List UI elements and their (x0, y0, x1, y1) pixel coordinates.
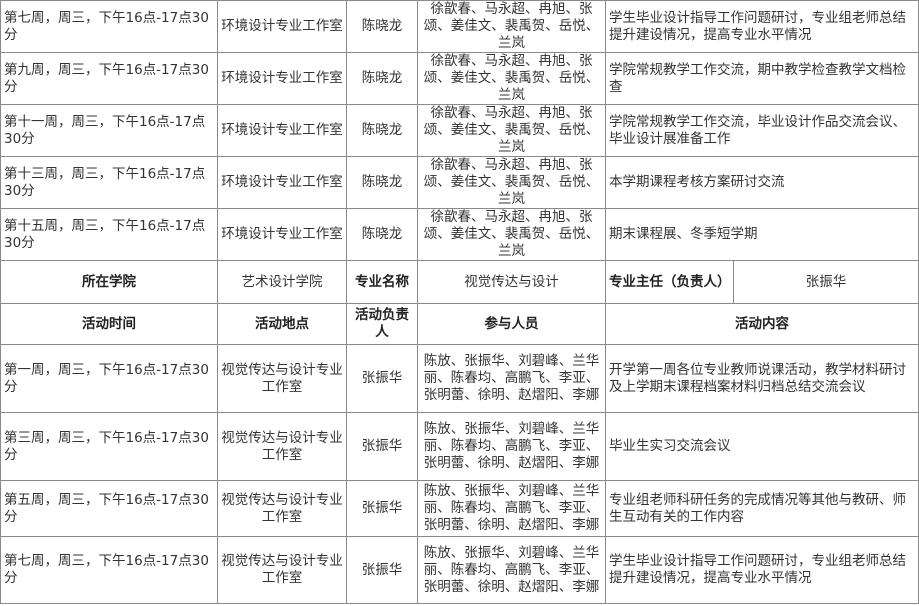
leader-cell: 陈晓龙 (346, 208, 418, 261)
content-cell: 专业组老师科研任务的完成情况等其他与教研、师生互动有关的工作内容 (605, 480, 919, 537)
college-label: 所在学院 (0, 260, 218, 304)
participants-cell: 徐歆春、马永超、冉旭、张颂、姜佳文、裴禹贺、岳悦、兰岚 (417, 208, 606, 261)
leader-cell: 张振华 (346, 480, 418, 537)
participants-cell: 徐歆春、马永超、冉旭、张颂、姜佳文、裴禹贺、岳悦、兰岚 (417, 104, 606, 157)
header-participants: 参与人员 (417, 303, 606, 345)
participants-cell: 陈放、张振华、刘碧峰、兰华丽、陈春均、高鹏飞、李亚、张明蕾、徐明、赵熠阳、李娜 (417, 480, 606, 537)
major-value: 视觉传达与设计 (417, 260, 606, 304)
content-cell: 学生毕业设计指导工作问题研讨，专业组老师总结提升建设情况，提高专业水平情况 (605, 536, 919, 604)
time-cell: 第一周，周三，下午16点-17点30分 (0, 344, 218, 413)
time-cell: 第九周，周三，下午16点-17点30分 (0, 52, 218, 105)
table-row: 第五周，周三，下午16点-17点30分 视觉传达与设计专业工作室 张振华 陈放、张振华… (0, 480, 919, 537)
table-row: 第七周，周三，下午16点-17点30分 视觉传达与设计专业工作室 张振华 陈放、张振华… (0, 536, 919, 604)
participants-cell: 陈放、张振华、刘碧峰、兰华丽、陈春均、高鹏飞、李亚、张明蕾、徐明、赵熠阳、李娜 (417, 412, 606, 481)
leader-cell: 张振华 (346, 412, 418, 481)
place-cell: 环境设计专业工作室 (217, 0, 347, 53)
table-row: 第十一周，周三，下午16点-17点30分 环境设计专业工作室 陈晓龙 徐歆春、马永超、… (0, 104, 919, 157)
time-cell: 第七周，周三，下午16点-17点30分 (0, 0, 218, 53)
table-row: 第九周，周三，下午16点-17点30分 环境设计专业工作室 陈晓龙 徐歆春、马永超、冉… (0, 52, 919, 105)
time-cell: 第十三周，周三，下午16点-17点30分 (0, 156, 218, 209)
time-cell: 第三周，周三，下午16点-17点30分 (0, 412, 218, 481)
table-row: 第一周，周三，下午16点-17点30分 视觉传达与设计专业工作室 张振华 陈放、张振华… (0, 344, 919, 413)
table-row: 第三周，周三，下午16点-17点30分 视觉传达与设计专业工作室 张振华 陈放、张振华… (0, 412, 919, 481)
place-cell: 视觉传达与设计专业工作室 (217, 412, 347, 481)
leader-cell: 张振华 (346, 536, 418, 604)
content-cell: 本学期课程考核方案研讨交流 (605, 156, 919, 209)
participants-cell: 徐歆春、马永超、冉旭、张颂、姜佳文、裴禹贺、岳悦、兰岚 (417, 156, 606, 209)
content-cell: 期末课程展、冬季短学期 (605, 208, 919, 261)
leader-cell: 陈晓龙 (346, 52, 418, 105)
participants-cell: 徐歆春、马永超、冉旭、张颂、姜佳文、裴禹贺、岳悦、兰岚 (417, 52, 606, 105)
table-row: 第十五周，周三，下午16点-17点30分 环境设计专业工作室 陈晓龙 徐歆春、马永超、… (0, 208, 919, 261)
participants-cell: 徐歆春、马永超、冉旭、张颂、姜佳文、裴禹贺、岳悦、兰岚 (417, 0, 606, 53)
leader-cell: 陈晓龙 (346, 156, 418, 209)
header-row: 活动时间 活动地点 活动负责人 参与人员 活动内容 (0, 303, 919, 345)
content-cell: 毕业生实习交流会议 (605, 412, 919, 481)
group2-body: 第一周，周三，下午16点-17点30分 视觉传达与设计专业工作室 张振华 陈放、张振华… (0, 344, 919, 604)
leader-cell: 张振华 (346, 344, 418, 413)
place-cell: 视觉传达与设计专业工作室 (217, 480, 347, 537)
time-cell: 第五周，周三，下午16点-17点30分 (0, 480, 218, 537)
leader-cell: 陈晓龙 (346, 104, 418, 157)
director-value: 张振华 (733, 260, 919, 304)
major-label: 专业名称 (346, 260, 418, 304)
content-cell: 学院常规教学工作交流，毕业设计作品交流会议、毕业设计展准备工作 (605, 104, 919, 157)
college-info-row: 所在学院 艺术设计学院 专业名称 视觉传达与设计 专业主任（负责人） 张振华 (0, 260, 919, 304)
place-cell: 环境设计专业工作室 (217, 156, 347, 209)
time-cell: 第十一周，周三，下午16点-17点30分 (0, 104, 218, 157)
place-cell: 环境设计专业工作室 (217, 104, 347, 157)
header-place: 活动地点 (217, 303, 347, 345)
content-cell: 学生毕业设计指导工作问题研讨，专业组老师总结提升建设情况，提高专业水平情况 (605, 0, 919, 53)
place-cell: 视觉传达与设计专业工作室 (217, 344, 347, 413)
header-time: 活动时间 (0, 303, 218, 345)
group1-body: 第七周，周三，下午16点-17点30分 环境设计专业工作室 陈晓龙 徐歆春、马永超、冉… (0, 0, 919, 261)
college-value: 艺术设计学院 (217, 260, 347, 304)
place-cell: 环境设计专业工作室 (217, 52, 347, 105)
header-content: 活动内容 (605, 303, 919, 345)
participants-cell: 陈放、张振华、刘碧峰、兰华丽、陈春均、高鹏飞、李亚、张明蕾、徐明、赵熠阳、李娜 (417, 536, 606, 604)
leader-cell: 陈晓龙 (346, 0, 418, 53)
content-cell: 学院常规教学工作交流，期中教学检查教学文档检查 (605, 52, 919, 105)
participants-cell: 陈放、张振华、刘碧峰、兰华丽、陈春均、高鹏飞、李亚、张明蕾、徐明、赵熠阳、李娜 (417, 344, 606, 413)
content-cell: 开学第一周各位专业教师说课活动，教学材料研讨及上学期末课程档案材料归档总结交流会… (605, 344, 919, 413)
table-row: 第十三周，周三，下午16点-17点30分 环境设计专业工作室 陈晓龙 徐歆春、马永超、… (0, 156, 919, 209)
place-cell: 视觉传达与设计专业工作室 (217, 536, 347, 604)
place-cell: 环境设计专业工作室 (217, 208, 347, 261)
table-row: 第七周，周三，下午16点-17点30分 环境设计专业工作室 陈晓龙 徐歆春、马永超、冉… (0, 0, 919, 53)
director-label: 专业主任（负责人） (605, 260, 734, 304)
header-leader: 活动负责人 (346, 303, 418, 345)
time-cell: 第十五周，周三，下午16点-17点30分 (0, 208, 218, 261)
time-cell: 第七周，周三，下午16点-17点30分 (0, 536, 218, 604)
